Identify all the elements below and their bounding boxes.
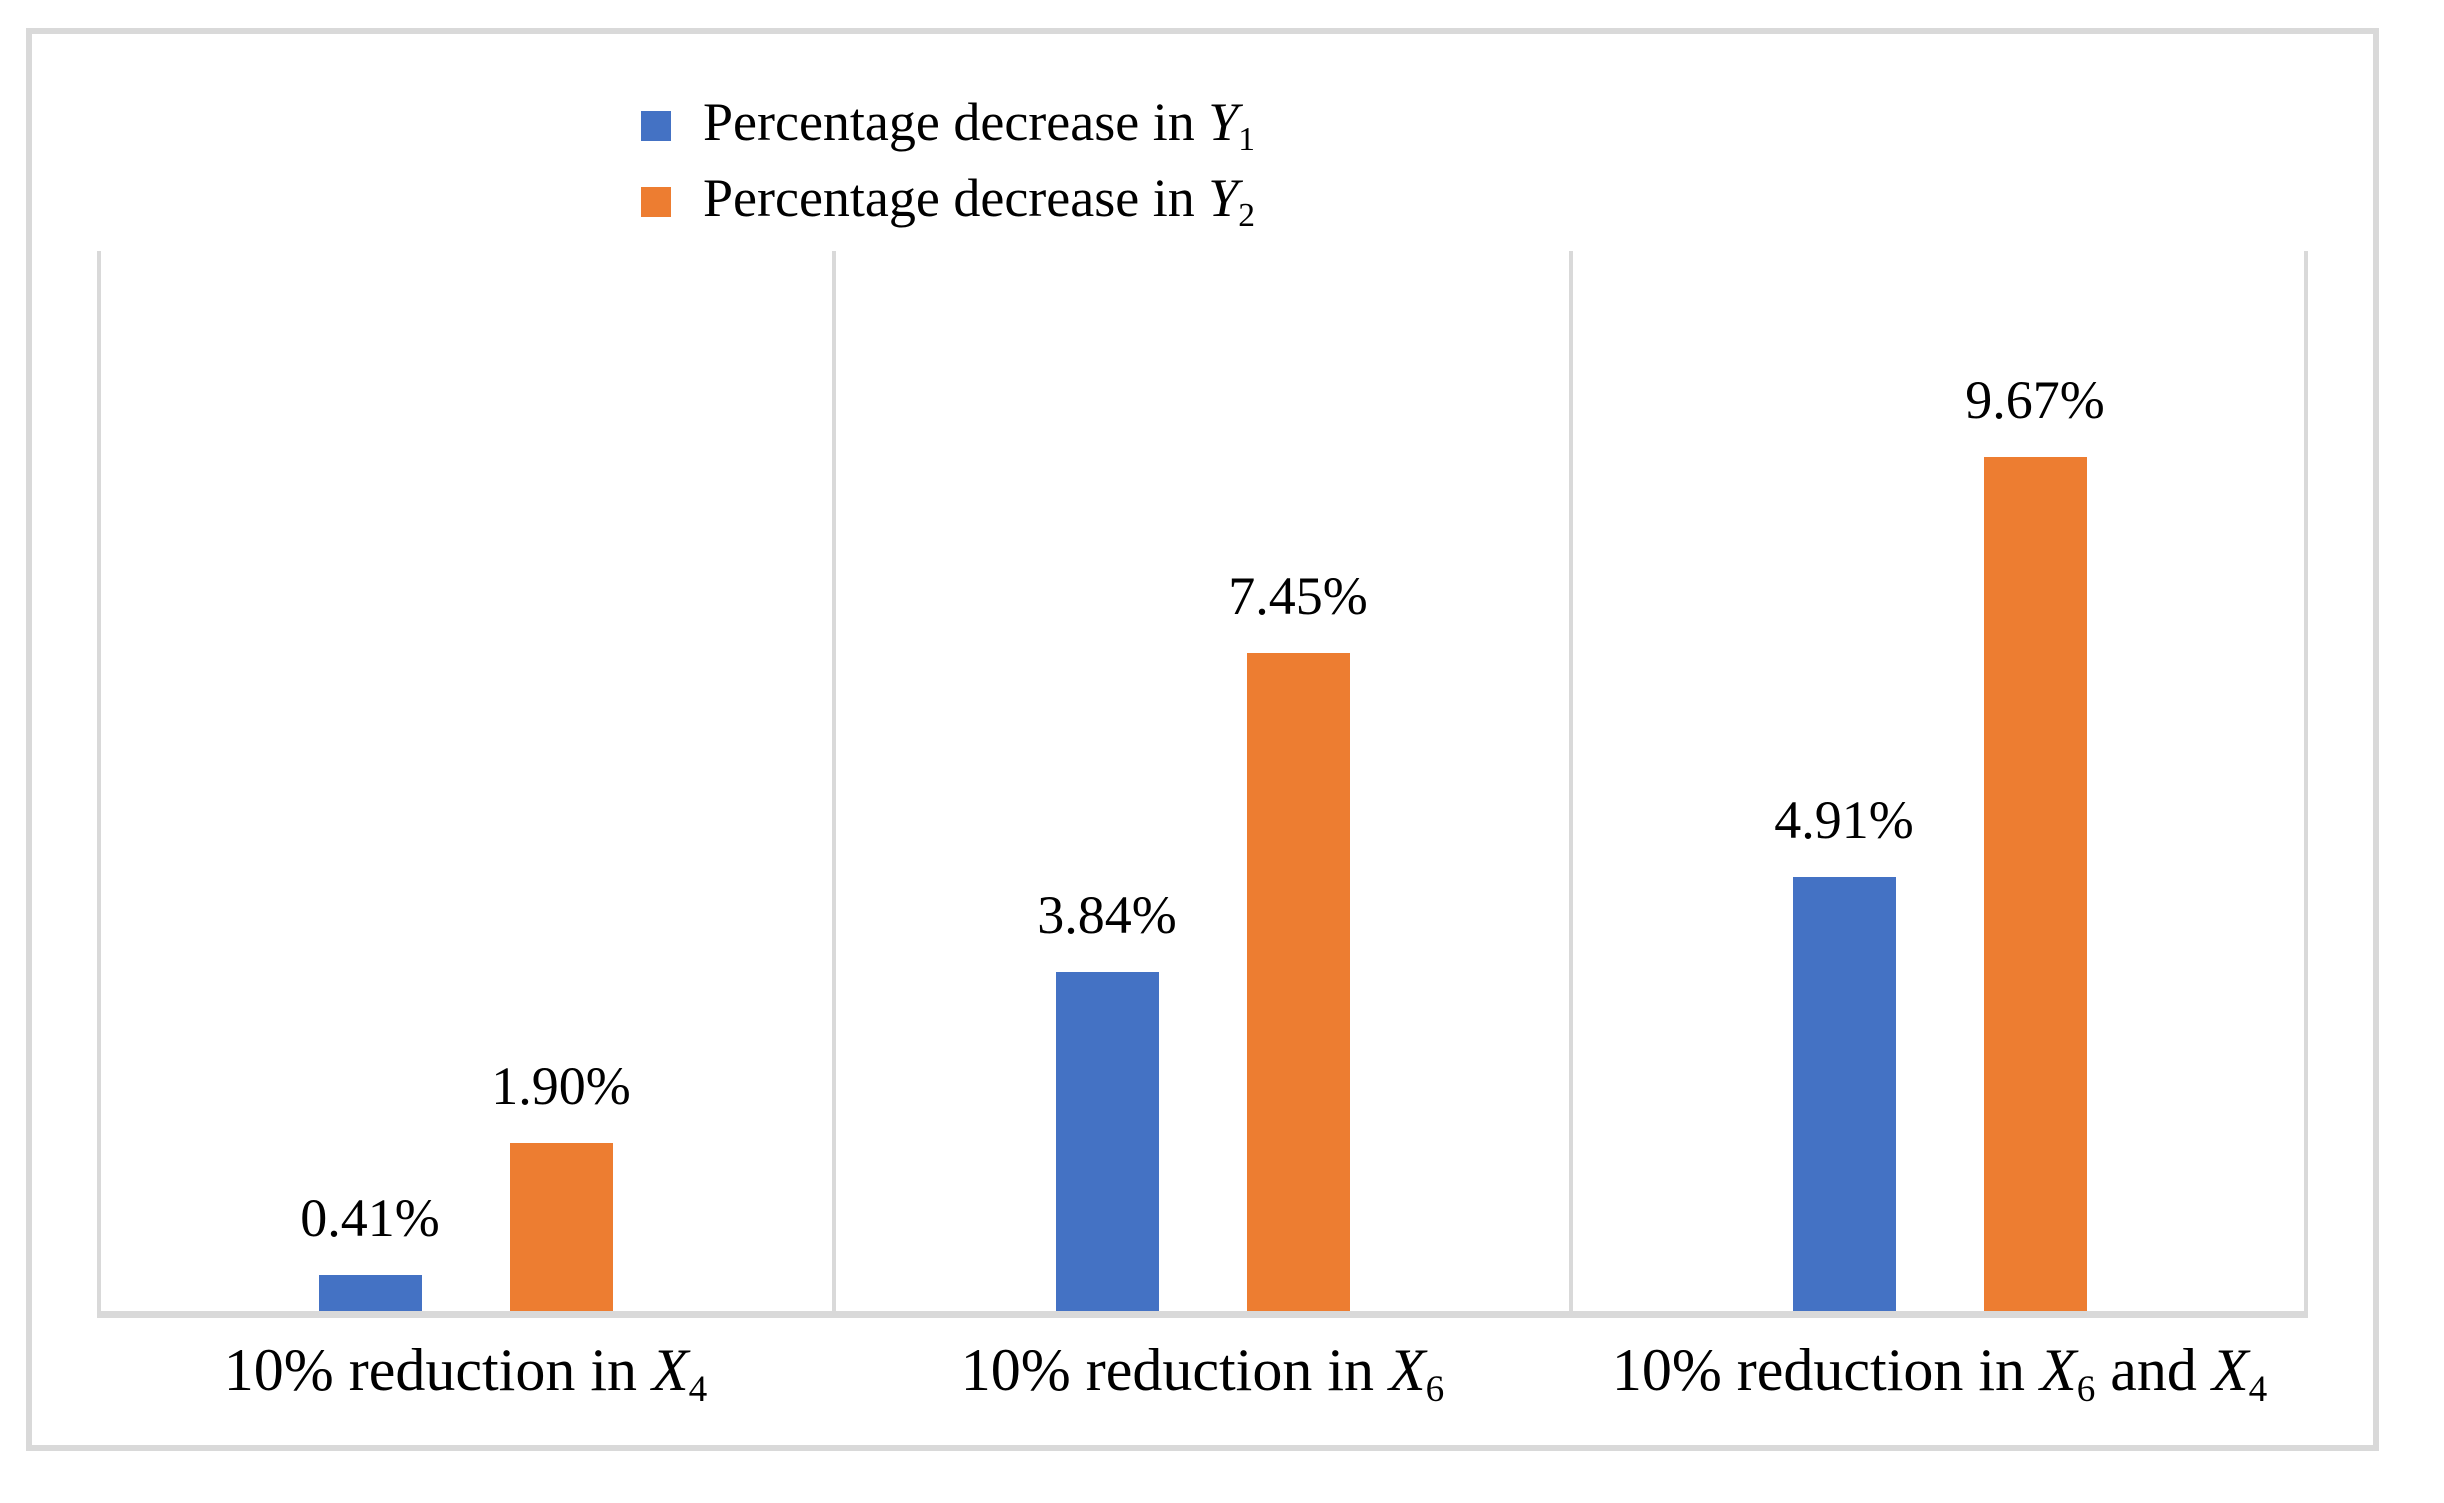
data-label: 1.90%: [491, 1056, 631, 1117]
data-label: 4.91%: [1774, 790, 1914, 851]
bar-series2-cat2: [1246, 652, 1350, 1311]
plot-right-axis-line: [2304, 251, 2308, 1311]
data-label: 0.41%: [300, 1187, 440, 1248]
category-label: 10% reduction in X4: [97, 1336, 834, 1412]
bar-series1-cat2: [1055, 971, 1159, 1311]
subscript: 4: [688, 1369, 708, 1411]
category-axis-labels: 10% reduction in X4 10% reduction in X6 10…: [97, 1336, 2308, 1412]
bar-groups: 0.41% 1.90% 3.84% 7.45% 4.91% 9.67%: [97, 251, 2308, 1311]
variable-symbol: Y: [1208, 168, 1239, 229]
variable-symbol: X: [2040, 1337, 2077, 1403]
subscript: 6: [1425, 1369, 1445, 1411]
bar-with-label: 4.91%: [1774, 251, 1914, 1311]
text-segment: 10% reduction in: [1611, 1337, 2041, 1403]
plot-left-axis-line: [97, 251, 101, 1311]
legend-item: Percentage decrease in Y2: [641, 164, 1255, 240]
category-label: 10% reduction in X6 and X4: [1571, 1336, 2308, 1412]
subscript: 1: [1238, 121, 1255, 159]
bar-with-label: 1.90%: [491, 251, 631, 1311]
subscript: 2: [1238, 197, 1255, 235]
bar-group: 3.84% 7.45%: [834, 251, 1571, 1311]
bar-series2-cat1: [509, 1143, 613, 1311]
plot-area: 0.41% 1.90% 3.84% 7.45% 4.91% 9.67%: [97, 251, 2308, 1311]
category-separator-line: [831, 251, 836, 1311]
legend-label: Percentage decrease in Y2: [703, 171, 1255, 233]
data-label: 3.84%: [1037, 884, 1177, 945]
subscript: 4: [2248, 1369, 2268, 1411]
variable-symbol: X: [1388, 1337, 1426, 1403]
bar-group: 4.91% 9.67%: [1571, 251, 2308, 1311]
data-label: 7.45%: [1228, 565, 1368, 626]
bar-series1-cat3: [1792, 877, 1896, 1311]
variable-symbol: X: [651, 1337, 689, 1403]
bar-with-label: 9.67%: [1965, 251, 2105, 1311]
text-segment: 10% reduction in: [223, 1337, 652, 1403]
text-segment: and: [2095, 1337, 2212, 1403]
bar-group: 0.41% 1.90%: [97, 251, 834, 1311]
legend-swatch-icon: [641, 187, 671, 217]
category-separator-line: [1569, 251, 1573, 1311]
variable-symbol: Y: [1208, 92, 1239, 153]
text-segment: Percentage decrease in: [703, 168, 1209, 229]
bar-with-label: 7.45%: [1228, 251, 1368, 1311]
legend-item: Percentage decrease in Y1: [641, 88, 1255, 164]
subscript: 6: [2076, 1369, 2096, 1411]
category-label: 10% reduction in X6: [834, 1336, 1571, 1412]
text-segment: 10% reduction in: [960, 1337, 1389, 1403]
bar-series1-cat1: [318, 1274, 422, 1311]
legend: Percentage decrease in Y1 Percentage decr…: [641, 88, 1255, 240]
bar-with-label: 0.41%: [300, 251, 440, 1311]
bar-series2-cat3: [1983, 456, 2087, 1311]
variable-symbol: X: [2211, 1337, 2249, 1403]
legend-label: Percentage decrease in Y1: [703, 95, 1255, 157]
legend-swatch-icon: [641, 111, 671, 141]
data-label: 9.67%: [1965, 369, 2105, 430]
x-axis-line: [97, 1311, 2308, 1318]
text-segment: Percentage decrease in: [703, 92, 1209, 153]
bar-with-label: 3.84%: [1037, 251, 1177, 1311]
